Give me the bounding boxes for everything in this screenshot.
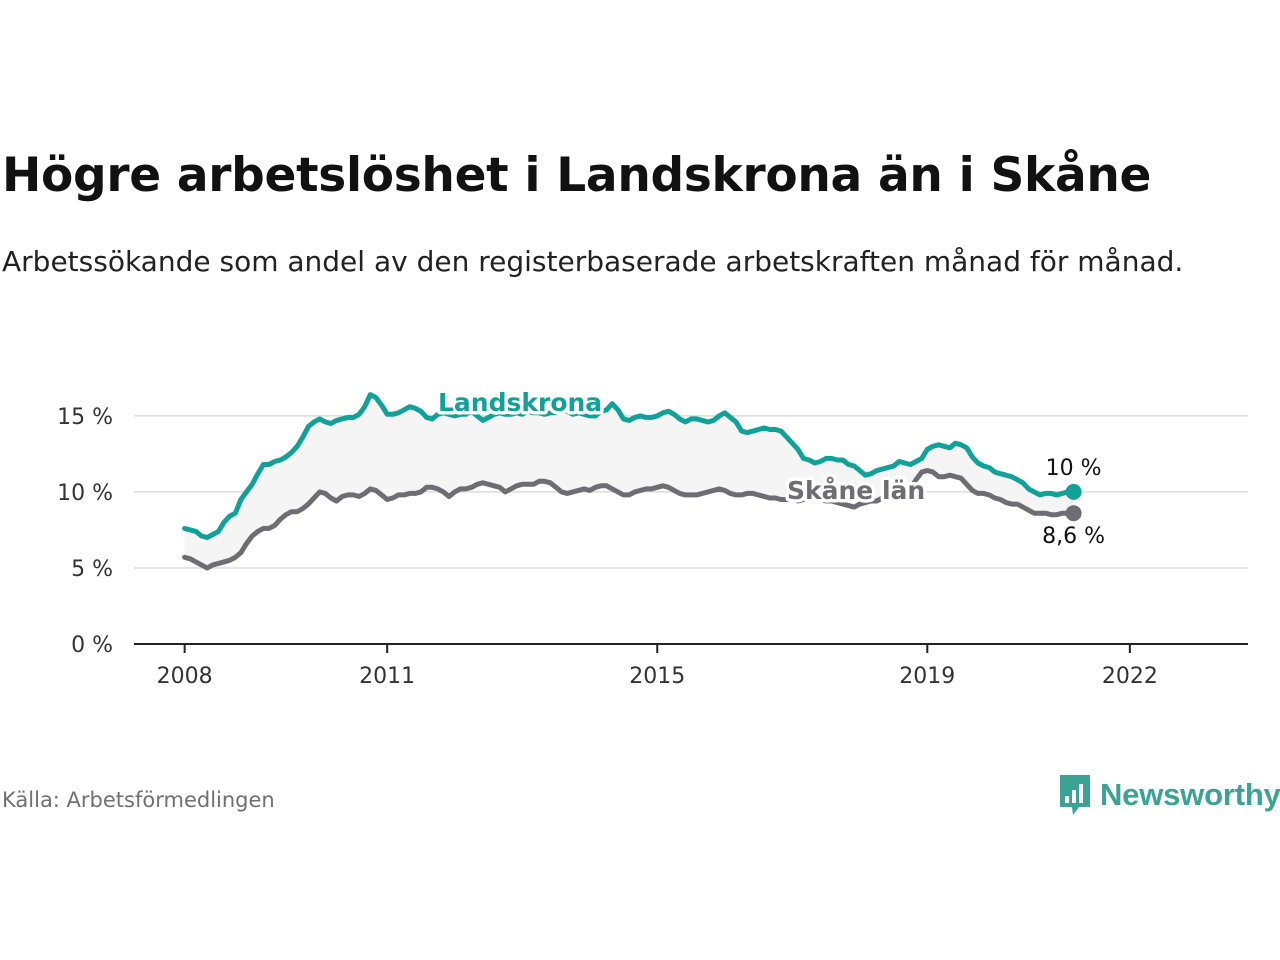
axes: 0 % 5 % 10 % 15 % 2008 2011 2015 2019 2022 <box>57 405 1248 689</box>
y-tick-label: 10 % <box>57 481 113 506</box>
y-tick-label: 15 % <box>57 405 113 430</box>
source-note: Källa: Arbetsförmedlingen <box>2 788 275 812</box>
x-tick-label: 2019 <box>899 664 955 689</box>
end-label-skane-lan: 8,6 % <box>1042 524 1105 549</box>
bar-chart-icon <box>1060 775 1090 815</box>
chart-title: Högre arbetslöshet i Landskrona än i Skå… <box>2 148 1152 203</box>
x-tick-label: 2022 <box>1102 664 1158 689</box>
end-label-landskrona: 10 % <box>1046 456 1102 481</box>
x-tick-label: 2011 <box>359 664 415 689</box>
line-chart: 0 % 5 % 10 % 15 % 2008 2011 2015 2019 2022 Lands… <box>57 385 1248 689</box>
chart-subtitle: Arbetssökande som andel av den registerb… <box>2 245 1184 278</box>
brand-logo: Newsworthy <box>1058 773 1280 817</box>
end-point-marker <box>1065 505 1082 522</box>
brand-name: Newsworthy <box>1100 777 1280 812</box>
series-lines <box>182 392 1082 571</box>
band-fill <box>184 394 1074 568</box>
band-area <box>184 394 1074 568</box>
series-line-skane-lan <box>182 468 1077 571</box>
x-tick-label: 2015 <box>629 664 685 689</box>
series-line-landskrona <box>182 392 1077 540</box>
series-label-skane-lan: Skåne län <box>787 476 925 505</box>
series-label-landskrona: Landskrona <box>438 388 602 417</box>
y-tick-label: 5 % <box>71 557 113 582</box>
y-tick-label: 0 % <box>71 633 113 658</box>
labels: Landskrona Skåne län 10 % 8,6 % <box>435 385 1108 552</box>
end-point-marker <box>1065 483 1082 500</box>
x-tick-label: 2008 <box>157 664 213 689</box>
